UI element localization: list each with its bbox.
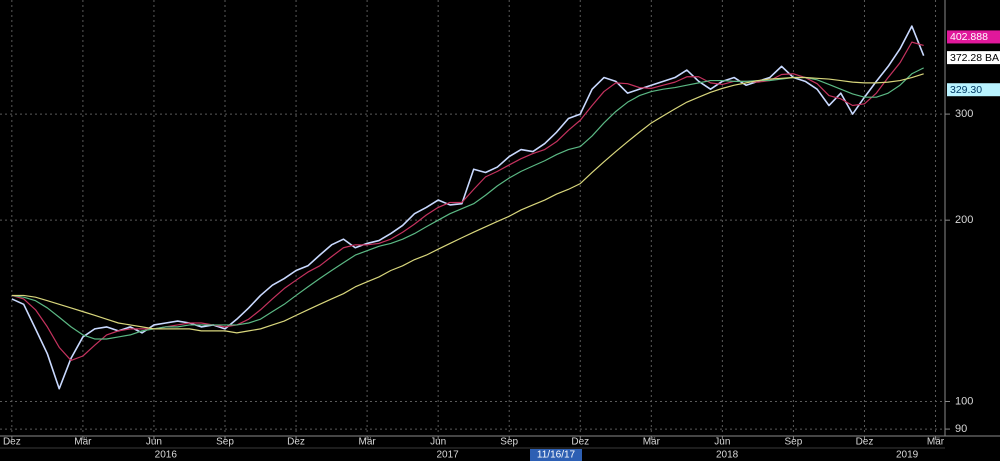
price-label-box: [947, 51, 1000, 65]
price-labels: 402.888 372.28 BA 329.30: [947, 30, 1000, 97]
price-label-box: [947, 30, 1000, 44]
x-tick-label: Sep: [216, 437, 234, 448]
x-tick-label: Dez: [287, 437, 305, 448]
axes: 90 100 200 300 Dez Mär Jun Sep Dez Mär Jun Sep Dez Mä…: [3, 108, 973, 461]
y-tick-label: 100: [955, 395, 973, 407]
x-tick-label: Mär: [74, 437, 92, 448]
x-tick-label: Dez: [571, 437, 589, 448]
year-label: 2018: [716, 450, 739, 461]
price-label: 402.888: [950, 31, 988, 43]
x-tick-label: Jun: [146, 437, 162, 448]
x-tick-label: Sep: [785, 437, 803, 448]
series-line: [11, 25, 925, 390]
y-tick-label: 90: [955, 423, 967, 435]
x-tick-label: Mär: [927, 437, 945, 448]
x-tick-label: Mär: [358, 437, 376, 448]
x-tick-label: Dez: [856, 437, 874, 448]
grid: [0, 0, 945, 432]
price-label-box: [947, 83, 1000, 97]
year-label: 2019: [896, 450, 919, 461]
series-line: [11, 73, 924, 334]
x-tick-label: Dez: [3, 437, 21, 448]
year-label: 2017: [437, 450, 460, 461]
x-tick-label: Jun: [430, 437, 446, 448]
price-label: 372.28 BA: [950, 52, 999, 64]
x-tick-label: Sep: [500, 437, 518, 448]
price-label: 329.30: [950, 84, 982, 96]
series-line: [11, 67, 924, 340]
y-tick-label: 300: [955, 108, 973, 120]
cursor-date-box: [530, 449, 582, 461]
y-tick-label: 200: [955, 214, 973, 226]
cursor-date: 11/16/17: [537, 450, 576, 461]
x-tick-label: Jun: [714, 437, 730, 448]
x-tick-label: Mär: [643, 437, 661, 448]
year-label: 2016: [155, 450, 178, 461]
series-lines: [11, 25, 925, 390]
